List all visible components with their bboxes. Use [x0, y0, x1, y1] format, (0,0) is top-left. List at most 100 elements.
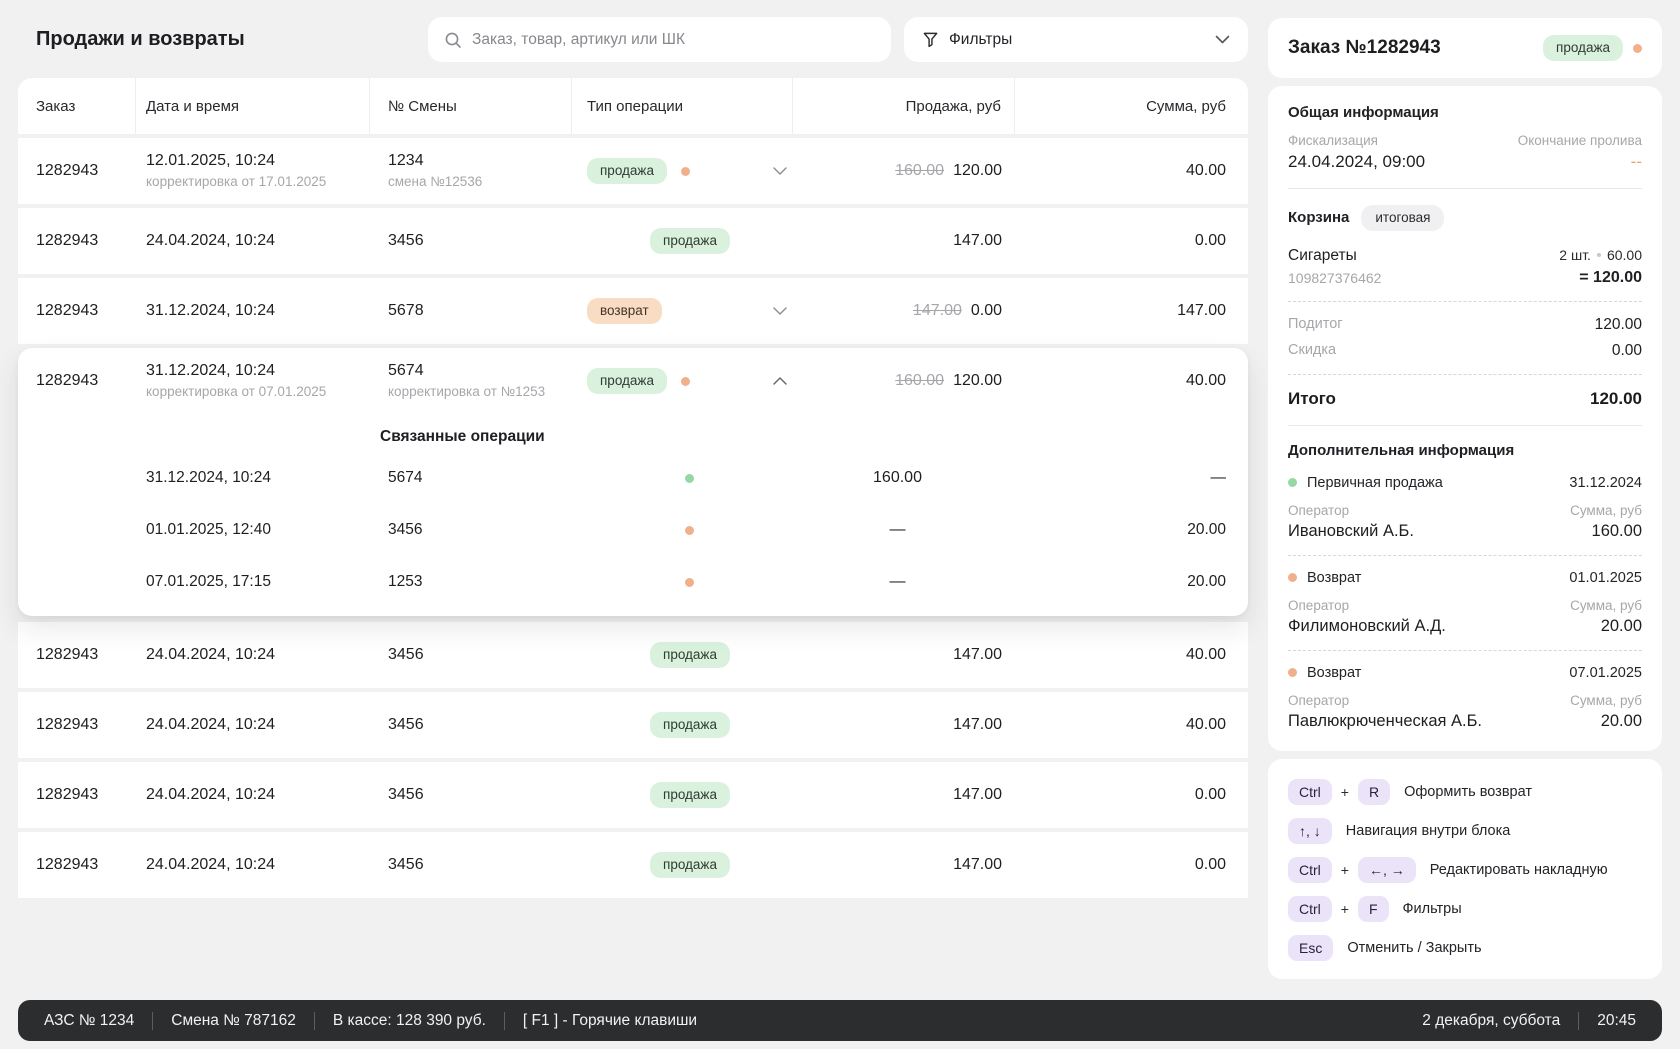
dot-separator [1596, 252, 1601, 257]
order-number: 1282943 [36, 716, 99, 733]
subtotal-value: 120.00 [1594, 315, 1642, 333]
related-operation-row[interactable]: 31.12.2024, 10:24 5674 160.00 — [18, 452, 1248, 504]
status-bar: АЗС № 1234 Смена № 787162 В кассе: 128 3… [18, 1000, 1662, 1041]
order-details-panel: Заказ №1282943 продажа Общая информация … [1268, 0, 1662, 979]
pour-end-label: Окончание пролива [1517, 133, 1642, 148]
table-row[interactable]: 1282943 31.12.2024, 10:24 корректировка … [18, 348, 1248, 414]
keycap-ctrl: Ctrl [1288, 778, 1332, 805]
table-row-expanded[interactable]: 1282943 31.12.2024, 10:24 корректировка … [18, 348, 1248, 616]
shortcut-row: Ctrl + F Фильтры [1288, 895, 1642, 922]
entry-date: 07.01.2025 [1569, 664, 1642, 681]
price: 120.00 [953, 372, 1002, 389]
row-sum: 40.00 [1185, 646, 1226, 663]
table-row[interactable]: 1282943 24.04.2024, 10:24 3456 продажа 1… [18, 208, 1248, 274]
price: 147.00 [953, 646, 1002, 663]
table-row[interactable]: 1282943 24.04.2024, 10:24 3456 продажа 1… [18, 832, 1248, 898]
order-number: 1282943 [36, 786, 99, 803]
page-title: Продажи и возвраты [36, 28, 245, 50]
row-shift-note: корректировка от №1253 [388, 384, 546, 400]
plus-separator: + [1340, 861, 1349, 878]
row-shift: 3456 [388, 786, 424, 803]
related-price: — [889, 521, 906, 538]
chevron-down-icon[interactable] [773, 307, 787, 315]
pour-end-value: -- [1630, 152, 1642, 171]
row-datetime: 24.04.2024, 10:24 [146, 856, 276, 873]
row-datetime: 31.12.2024, 10:24 [146, 362, 276, 380]
operation-type-badge: продажа [650, 852, 730, 878]
row-sum: 0.00 [1194, 786, 1226, 803]
cash-amount: В кассе: 128 390 руб. [332, 1011, 486, 1029]
status-dot [680, 376, 690, 386]
keycap-arrows-left-right: ←, → [1357, 856, 1416, 883]
general-info-title: Общая информация [1288, 104, 1439, 121]
row-datetime-note: корректировка от 07.01.2025 [146, 384, 327, 400]
chevron-up-icon[interactable] [773, 377, 787, 385]
operation-entry: Первичная продажа 31.12.2024 [1288, 475, 1642, 491]
cart-item-qty: 2 шт. [1559, 246, 1591, 263]
row-datetime: 24.04.2024, 10:24 [146, 232, 276, 249]
chevron-down-icon[interactable] [773, 167, 787, 175]
entry-date: 01.01.2025 [1569, 569, 1642, 586]
hotkeys-hint: [ F1 ] - Горячие клавиши [522, 1011, 698, 1029]
cart-item-total: = 120.00 [1579, 268, 1642, 286]
table-row[interactable]: 1282943 24.04.2024, 10:24 3456 продажа 1… [18, 622, 1248, 688]
status-dot [1633, 43, 1642, 53]
old-price: 147.00 [912, 302, 962, 319]
old-price: 160.00 [895, 162, 945, 179]
top-bar: Продажи и возвраты Фильтры [18, 0, 1248, 78]
column-header-operation-type: Тип операции [572, 78, 793, 134]
operation-entry: Возврат 07.01.2025 [1288, 665, 1642, 681]
row-sum: 0.00 [1194, 232, 1226, 249]
cart-state-badge: итоговая [1361, 205, 1445, 231]
shortcut-row: Esc Отменить / Закрыть [1288, 934, 1642, 961]
operation-type-badge: продажа [650, 228, 730, 254]
search-box[interactable] [428, 17, 891, 62]
price: 147.00 [953, 716, 1002, 733]
status-time: 20:45 [1597, 1011, 1636, 1029]
order-status-badge: продажа [1543, 35, 1623, 61]
keycap-f: F [1357, 895, 1389, 922]
price: 147.00 [953, 786, 1002, 803]
row-datetime: 24.04.2024, 10:24 [146, 646, 276, 663]
row-shift: 1234 [388, 152, 424, 170]
discount-label: Скидка [1288, 341, 1337, 358]
price: 147.00 [953, 232, 1002, 249]
cart-item-code: 109827376462 [1288, 269, 1382, 286]
operation-type-badge: возврат [587, 298, 662, 324]
shortcut-row: ↑, ↓ Навигация внутри блока [1288, 817, 1642, 844]
shortcut-label: Фильтры [1402, 900, 1462, 917]
entry-type: Возврат [1307, 569, 1362, 586]
related-price: — [889, 573, 906, 590]
search-input[interactable] [472, 30, 875, 49]
row-datetime-note: корректировка от 17.01.2025 [146, 174, 327, 190]
main-column: Продажи и возвраты Фильтры Заказ Дата и … [18, 0, 1248, 902]
table-row[interactable]: 1282943 12.01.2025, 10:24 корректировка … [18, 138, 1248, 204]
related-operation-row[interactable]: 07.01.2025, 17:15 1253 — 20.00 [18, 556, 1248, 608]
chevron-down-icon [1215, 35, 1230, 44]
order-number: 1282943 [36, 856, 99, 873]
keycap-ctrl: Ctrl [1288, 895, 1332, 922]
separator [1578, 1011, 1580, 1030]
row-sum: 147.00 [1177, 302, 1226, 319]
related-operation-row[interactable]: 01.01.2025, 12:40 3456 — 20.00 [18, 504, 1248, 556]
additional-info-title: Дополнительная информация [1288, 441, 1515, 459]
entry-type: Первичная продажа [1307, 474, 1443, 491]
filters-label: Фильтры [949, 30, 1013, 48]
order-number: 1282943 [36, 162, 99, 179]
keycap-arrows-up-down: ↑, ↓ [1288, 817, 1332, 844]
row-shift: 3456 [388, 856, 424, 873]
keycap-esc: Esc [1288, 934, 1334, 961]
column-header-sum-rub: Сумма, руб [1146, 97, 1226, 115]
filters-dropdown[interactable]: Фильтры [904, 17, 1248, 62]
cart-item-name: Сигареты [1288, 246, 1357, 264]
operator-label: Оператор [1288, 502, 1350, 518]
row-sum: 0.00 [1194, 856, 1226, 873]
table-row[interactable]: 1282943 31.12.2024, 10:24 5678 возврат 1… [18, 278, 1248, 344]
table-row[interactable]: 1282943 24.04.2024, 10:24 3456 продажа 1… [18, 692, 1248, 758]
total-label: Итого [1288, 388, 1336, 408]
row-shift: 5678 [388, 302, 424, 319]
related-datetime: 31.12.2024, 10:24 [146, 469, 271, 487]
table-row[interactable]: 1282943 24.04.2024, 10:24 3456 продажа 1… [18, 762, 1248, 828]
cart-item-unit-price: 60.00 [1606, 246, 1642, 263]
related-datetime: 01.01.2025, 12:40 [146, 521, 271, 539]
